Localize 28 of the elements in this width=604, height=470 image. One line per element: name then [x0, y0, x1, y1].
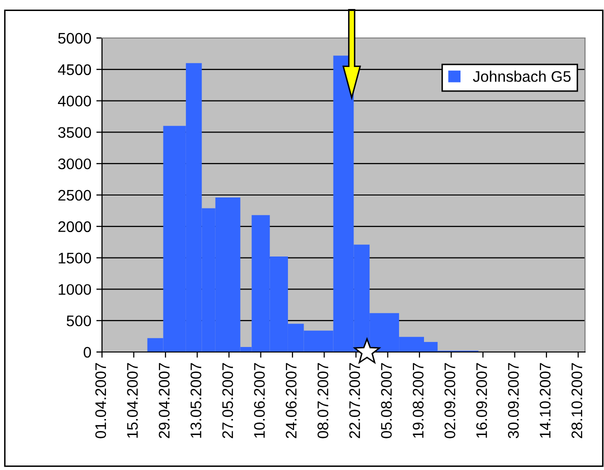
- y-tick-label: 1500: [58, 252, 91, 264]
- y-tick-label: 3500: [58, 127, 91, 138]
- y-tick-label: 5000: [58, 32, 91, 44]
- x-tick-label: 13.05.2007: [190, 363, 202, 438]
- y-tick-label: 0: [84, 346, 91, 358]
- x-tick-label: 05.08.2007: [381, 363, 392, 438]
- x-tick-label: 30.09.2007: [508, 363, 519, 438]
- x-tick-label: 10.06.2007: [254, 363, 265, 438]
- x-tick-label: 02.09.2007: [444, 363, 456, 438]
- x-tick-label: 27.05.2007: [222, 363, 234, 438]
- y-tick-label: 4000: [58, 96, 91, 106]
- x-tick-label: 16.09.2007: [476, 363, 488, 438]
- x-tick-label: 14.10.2007: [540, 363, 551, 438]
- x-tick-label: 29.04.2007: [158, 363, 170, 438]
- y-tick-label: 2500: [58, 190, 91, 201]
- y-tick-label: 4500: [58, 64, 91, 76]
- x-tick-label: 08.07.2007: [318, 363, 328, 438]
- y-tick-label: 2000: [58, 221, 91, 232]
- x-tick-label: 19.08.2007: [412, 363, 424, 438]
- x-tick-label: 22.07.2007: [349, 363, 360, 438]
- x-tick-label: 28.10.2007: [571, 363, 582, 438]
- y-tick-label: 3000: [58, 158, 91, 170]
- y-tick-label: 500: [66, 315, 91, 326]
- x-tick-label: 01.04.2007: [95, 363, 106, 438]
- legend-label: Johnsbach G5: [472, 70, 571, 82]
- y-tick-label: 1000: [58, 284, 91, 295]
- x-tick-label: 24.06.2007: [286, 363, 297, 438]
- x-tick-label: 15.04.2007: [127, 363, 138, 438]
